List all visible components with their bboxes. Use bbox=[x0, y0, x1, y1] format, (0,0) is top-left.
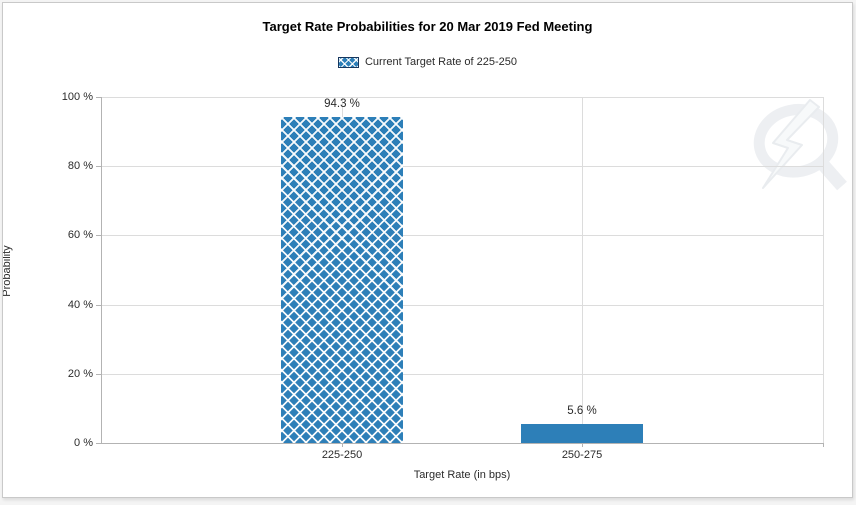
x-axis-end-tick bbox=[823, 443, 824, 447]
y-tick-40 bbox=[96, 305, 101, 306]
x-tick-label-225-250: 225-250 bbox=[321, 449, 363, 461]
legend: Current Target Rate of 225-250 bbox=[3, 54, 852, 70]
bar-225-250 bbox=[281, 117, 403, 443]
plot-right-border bbox=[823, 97, 824, 443]
y-tick-20 bbox=[96, 374, 101, 375]
y-tick-label-0: 0 % bbox=[74, 437, 93, 449]
y-tick-label-100: 100 % bbox=[61, 91, 93, 103]
gridline-y-60 bbox=[101, 235, 823, 236]
y-tick-label-80: 80 % bbox=[67, 160, 93, 172]
chart-card: Target Rate Probabilities for 20 Mar 201… bbox=[2, 2, 853, 498]
x-axis-title: Target Rate (in bps) bbox=[413, 469, 511, 481]
y-tick-100 bbox=[96, 97, 101, 98]
x-tick-label-250-275: 250-275 bbox=[561, 449, 603, 461]
y-tick-0 bbox=[96, 443, 101, 444]
x-axis-line bbox=[101, 443, 824, 444]
y-tick-80 bbox=[96, 166, 101, 167]
gridline-y-100 bbox=[101, 97, 823, 98]
y-axis-line bbox=[101, 97, 102, 443]
chart-title: Target Rate Probabilities for 20 Mar 201… bbox=[262, 19, 593, 34]
gridline-y-20 bbox=[101, 374, 823, 375]
legend-crosshatch-swatch-icon bbox=[337, 56, 359, 68]
gridline-y-80 bbox=[101, 166, 823, 167]
q-lightning-watermark-icon bbox=[753, 99, 847, 191]
legend-label: Current Target Rate of 225-250 bbox=[364, 56, 518, 68]
y-tick-label-60: 60 % bbox=[67, 229, 93, 241]
y-axis-title: Probability bbox=[2, 245, 13, 297]
gridline-x-250-275 bbox=[582, 97, 583, 443]
gridline-y-40 bbox=[101, 305, 823, 306]
y-tick-60 bbox=[96, 235, 101, 236]
bar-value-label-250-275: 5.6 % bbox=[567, 405, 597, 417]
bar-250-275 bbox=[521, 424, 643, 443]
x-tick-250-275 bbox=[582, 443, 583, 447]
y-tick-label-20: 20 % bbox=[67, 368, 93, 380]
x-tick-225-250 bbox=[342, 443, 343, 447]
bar-value-label-225-250: 94.3 % bbox=[324, 98, 360, 110]
y-tick-label-40: 40 % bbox=[67, 299, 93, 311]
